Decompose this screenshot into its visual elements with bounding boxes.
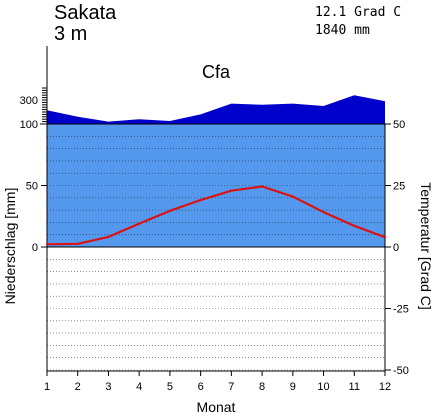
right-axis-title: Temperatur [Grad C] bbox=[418, 182, 434, 310]
left-tick-label: 0 bbox=[32, 242, 38, 254]
temperature-point bbox=[76, 242, 79, 246]
left-tick-label: 50 bbox=[26, 181, 38, 193]
temperature-point bbox=[322, 210, 325, 214]
left-tick-label: 100 bbox=[20, 119, 38, 131]
left-tick-label: 300 bbox=[20, 95, 38, 107]
station-elevation: 3 m bbox=[54, 23, 87, 45]
x-tick-label: 11 bbox=[349, 381, 360, 393]
temperature-point bbox=[230, 189, 233, 192]
right-tick-label: 50 bbox=[393, 119, 405, 131]
right-tick-label: 25 bbox=[393, 181, 405, 193]
right-tick-label: -50 bbox=[393, 365, 409, 377]
precipitation-above-100-fill bbox=[47, 95, 385, 124]
right-tick-label: -25 bbox=[393, 304, 409, 316]
temperature-point bbox=[291, 195, 295, 198]
temperature-point bbox=[137, 222, 141, 225]
x-tick-label: 5 bbox=[167, 381, 173, 393]
x-tick-label: 6 bbox=[198, 381, 204, 393]
temperature-point bbox=[45, 243, 49, 246]
temperature-point bbox=[260, 185, 264, 188]
right-tick-label: 0 bbox=[393, 242, 399, 254]
x-tick-label: 8 bbox=[259, 381, 265, 393]
left-axis-title: Niederschlag [mm] bbox=[2, 188, 18, 305]
annual-precipitation: 1840 mm bbox=[315, 23, 370, 38]
x-tick-label: 2 bbox=[75, 381, 81, 393]
x-tick-label: 3 bbox=[105, 381, 111, 393]
temperature-point bbox=[353, 224, 356, 228]
temperature-point bbox=[199, 198, 202, 202]
x-tick-label: 12 bbox=[379, 381, 391, 393]
x-tick-label: 10 bbox=[317, 381, 329, 393]
annual-temperature: 12.1 Grad C bbox=[315, 5, 401, 20]
temperature-point bbox=[168, 209, 172, 213]
temperature-point bbox=[107, 235, 110, 239]
x-tick-label: 4 bbox=[136, 381, 142, 393]
precipitation-fills bbox=[47, 95, 385, 247]
x-tick-label: 9 bbox=[290, 381, 296, 393]
station-name: Sakata bbox=[54, 2, 117, 24]
x-axis-title: Monat bbox=[197, 399, 236, 415]
x-tick-label: 7 bbox=[228, 381, 234, 393]
climate-class: Cfa bbox=[202, 62, 231, 82]
axes bbox=[41, 46, 391, 376]
grid-lines bbox=[40, 123, 391, 371]
temperature-line bbox=[46, 185, 386, 246]
x-tick-label: 1 bbox=[44, 381, 50, 393]
temperature-point bbox=[383, 235, 387, 239]
temperature-series bbox=[45, 185, 387, 246]
